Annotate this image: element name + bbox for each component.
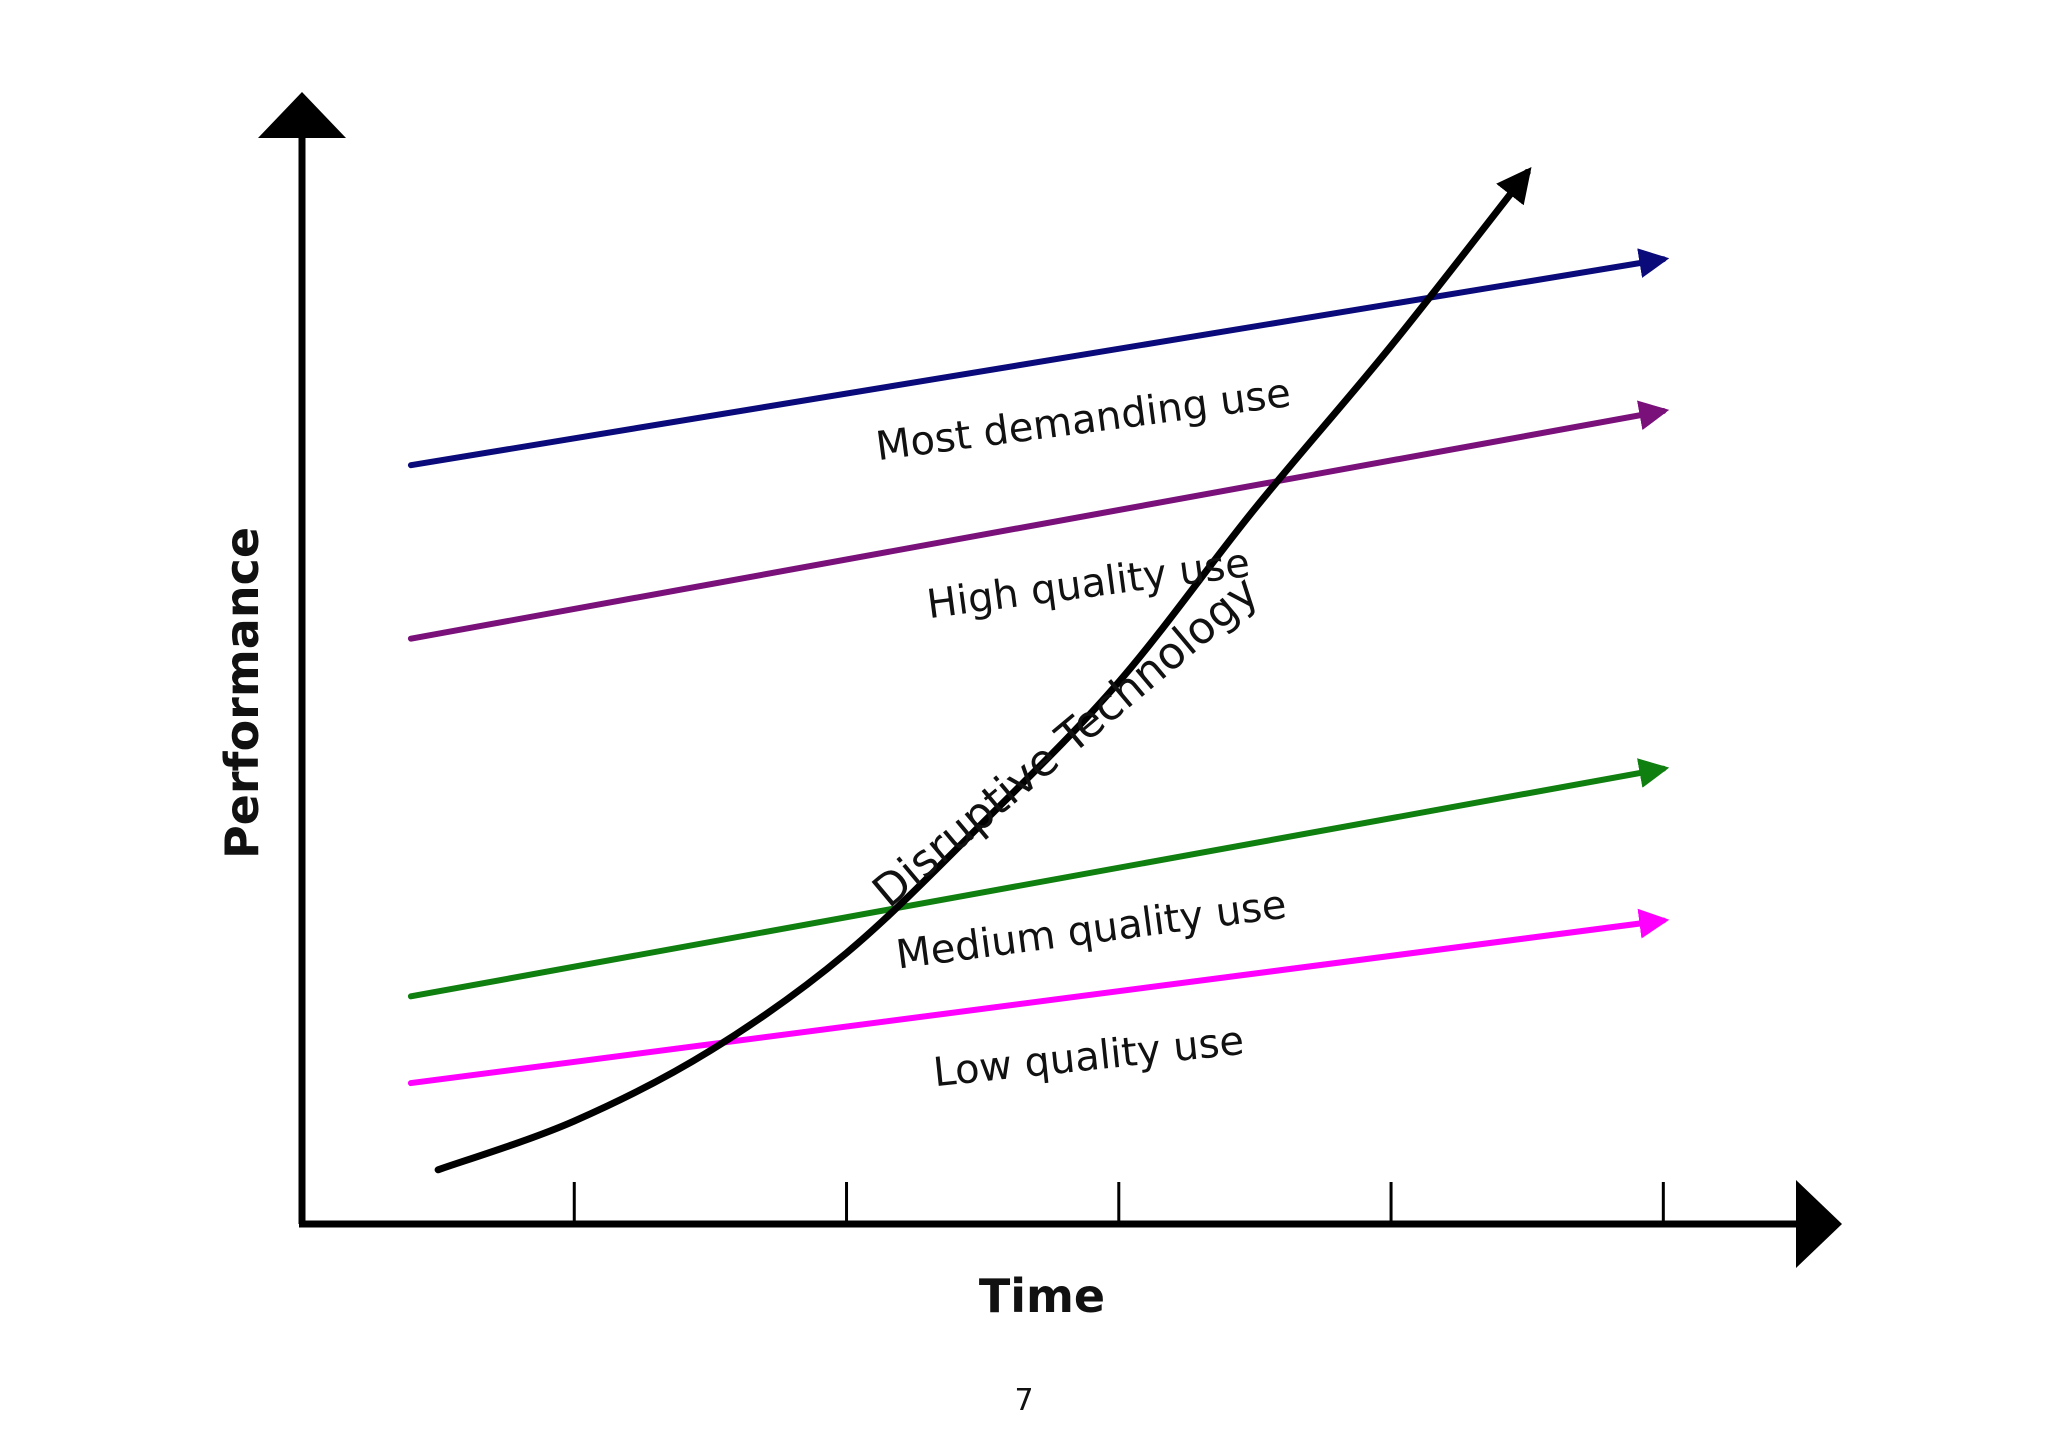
x-axis-arrowhead	[1796, 1180, 1842, 1268]
label-most-demanding-use: Most demanding use	[873, 370, 1293, 470]
label-low-quality-use: Low quality use	[931, 1018, 1246, 1096]
y-axis-title: Performance	[215, 527, 269, 859]
x-axis-ticks	[572, 1182, 1665, 1224]
series-line-low-quality-use	[407, 908, 1670, 1087]
series-lines	[407, 167, 1670, 1174]
label-disruptive-technology: Disruptive Technology	[863, 566, 1268, 917]
y-axis-arrowhead	[258, 92, 346, 138]
series-line-disruptive-technology	[434, 167, 1532, 1174]
series-line-high-quality-use	[407, 400, 1670, 642]
page-number: 7	[1014, 1383, 1034, 1418]
x-axis-title: Time	[979, 1269, 1105, 1323]
series-line-most-demanding-use	[407, 248, 1670, 469]
series-line-medium-quality-use	[407, 758, 1670, 1000]
